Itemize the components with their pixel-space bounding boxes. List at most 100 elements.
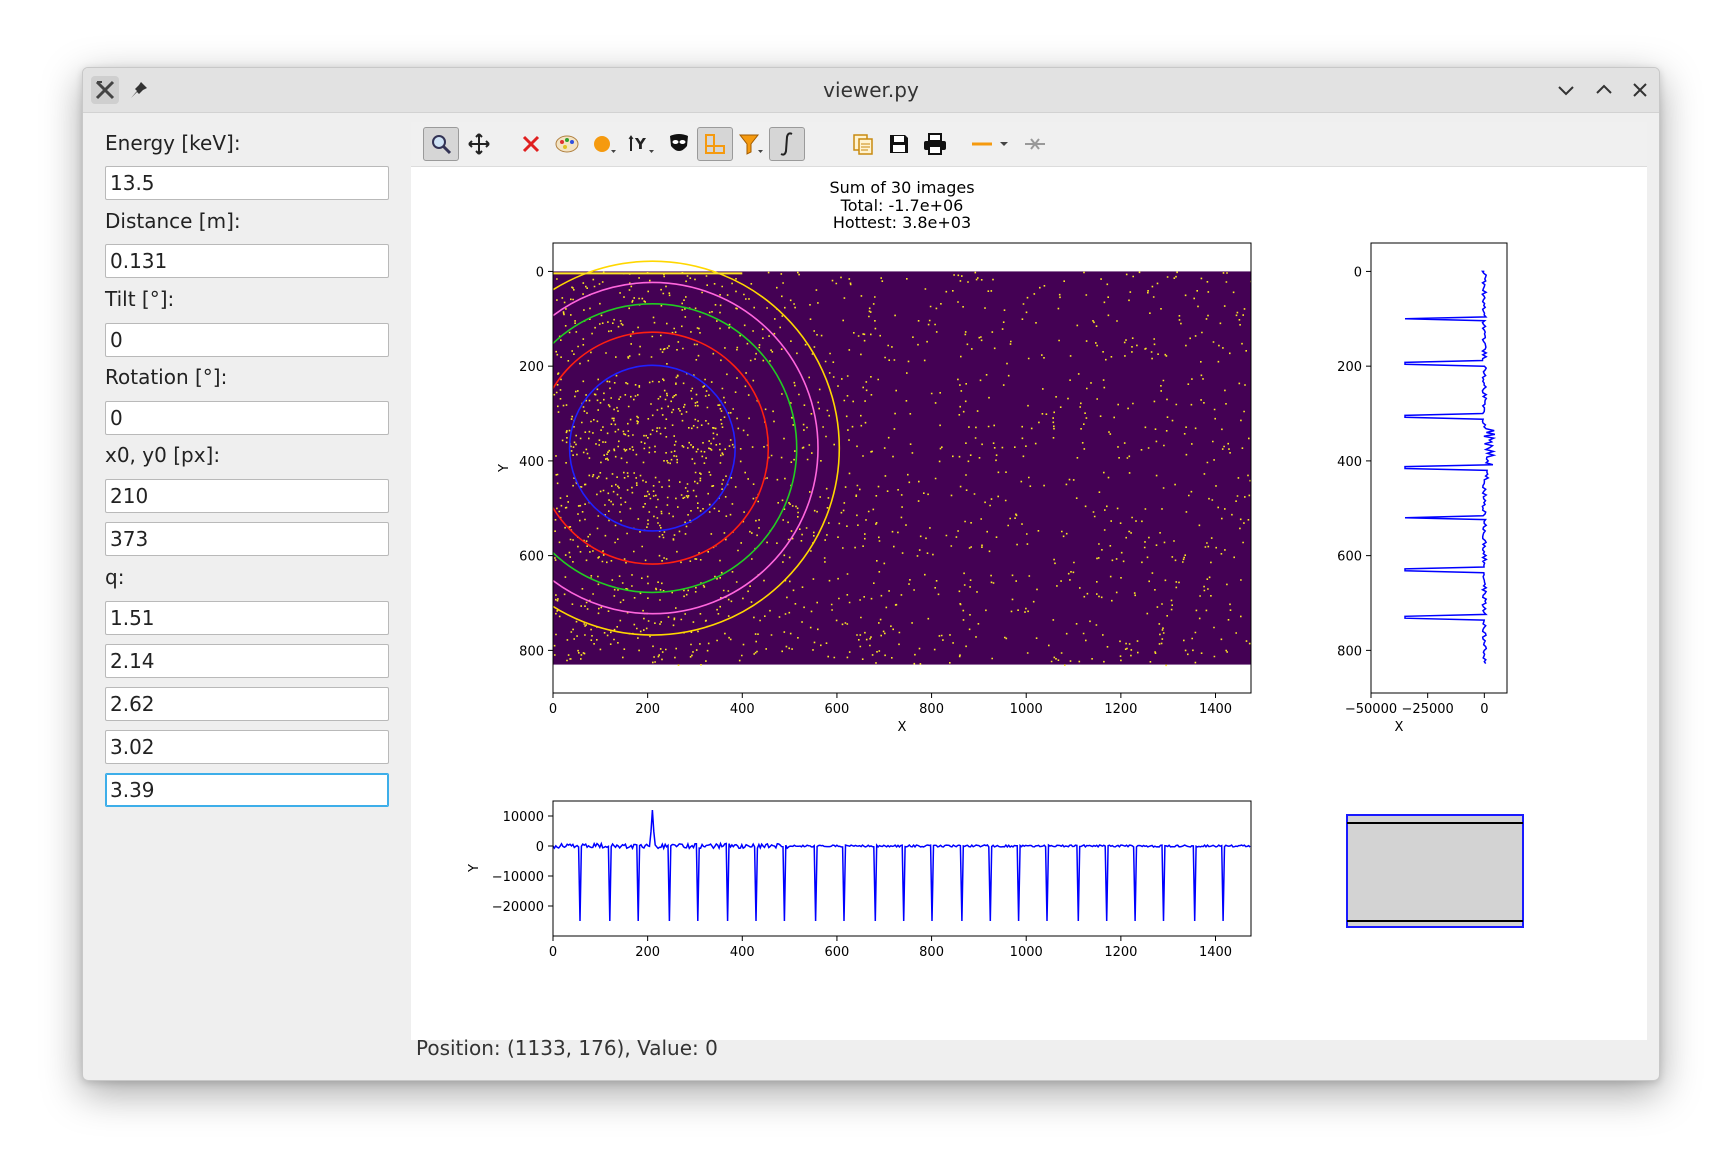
maximize-icon[interactable] bbox=[1589, 76, 1619, 104]
y0-field[interactable] bbox=[105, 522, 389, 556]
bottom-profile-plot[interactable]: 0 200 400 600 800 1000 1200 1400 10000 0 −10000 −20… bbox=[467, 800, 1252, 960]
app-icon[interactable] bbox=[91, 76, 119, 104]
rotation-field[interactable] bbox=[105, 401, 389, 435]
bottom-x-tick-label: 400 bbox=[730, 945, 755, 960]
distance-field[interactable] bbox=[105, 244, 389, 278]
tilt-field[interactable] bbox=[105, 323, 389, 357]
q-ring-1 bbox=[568, 364, 736, 532]
main-axes-frame bbox=[552, 242, 1252, 694]
plot-area: Y bbox=[411, 122, 1647, 1040]
q-ring-2 bbox=[553, 331, 770, 565]
rotation-label: Rotation [°]: bbox=[105, 365, 228, 389]
side-y-tick-label: 400 bbox=[1337, 455, 1362, 470]
y-axis-label: Y bbox=[497, 464, 512, 473]
q-label: q: bbox=[105, 565, 125, 589]
bottom-axes-frame bbox=[552, 800, 1252, 937]
x0-field[interactable] bbox=[105, 479, 389, 513]
parameters-panel: Energy [keV]: Distance [m]: Tilt [°]: Ro… bbox=[83, 113, 409, 1080]
side-y-tick-label: 0 bbox=[1354, 265, 1362, 280]
side-x-tick-label: 0 bbox=[1480, 702, 1488, 717]
x-tick-label: 600 bbox=[825, 702, 850, 717]
y-tick-label: 400 bbox=[519, 455, 544, 470]
marker-icon[interactable] bbox=[586, 127, 622, 161]
mask-icon[interactable] bbox=[661, 127, 697, 161]
print-icon[interactable] bbox=[917, 127, 953, 161]
integrate-icon[interactable] bbox=[769, 127, 805, 161]
overview-box bbox=[1346, 814, 1524, 928]
bottom-x-tick-label: 800 bbox=[919, 945, 944, 960]
close-icon[interactable] bbox=[1625, 76, 1655, 104]
side-y-tick-label: 800 bbox=[1337, 644, 1362, 659]
window-title: viewer.py bbox=[823, 78, 919, 102]
x-tick-label: 1200 bbox=[1104, 702, 1137, 717]
filter-icon[interactable] bbox=[733, 127, 769, 161]
zoom-icon[interactable] bbox=[423, 127, 459, 161]
side-y-tick-label: 600 bbox=[1337, 550, 1362, 565]
y-tick-label: 200 bbox=[519, 360, 544, 375]
side-profile-line bbox=[1404, 270, 1497, 665]
q-field-5[interactable] bbox=[105, 773, 389, 807]
q-ring-4 bbox=[553, 281, 819, 615]
bottom-y-tick-label: −20000 bbox=[492, 900, 544, 915]
chart-total: Total: -1.7e+06 bbox=[840, 196, 964, 215]
q-field-3[interactable] bbox=[105, 687, 389, 721]
side-x-tick-label: −50000 bbox=[1345, 702, 1397, 717]
bottom-y-tick-label: 10000 bbox=[503, 810, 544, 825]
bottom-y-axis-label: Y bbox=[467, 864, 482, 873]
main-heatmap-plot[interactable]: Sum of 30 images Total: -1.7e+06 Hottest… bbox=[465, 178, 1252, 735]
y-tick-label: 600 bbox=[519, 550, 544, 565]
q-field-1[interactable] bbox=[105, 601, 389, 635]
x-tick-label: 800 bbox=[919, 702, 944, 717]
bottom-x-tick-label: 1000 bbox=[1010, 945, 1043, 960]
q-ring-5 bbox=[553, 260, 841, 636]
x-tick-label: 200 bbox=[635, 702, 660, 717]
crosshair-icon[interactable] bbox=[1017, 127, 1053, 161]
chart-hottest: Hottest: 3.8e+03 bbox=[833, 213, 971, 232]
side-axes-frame bbox=[1370, 242, 1508, 694]
line-style-icon[interactable] bbox=[969, 127, 1013, 161]
app-window: viewer.py Energy [keV]: Distance [m]: Ti… bbox=[82, 67, 1660, 1081]
tilt-label: Tilt [°]: bbox=[105, 287, 175, 311]
x-axis-label: X bbox=[898, 720, 907, 735]
bottom-x-tick-label: 600 bbox=[825, 945, 850, 960]
bottom-x-tick-label: 1200 bbox=[1104, 945, 1137, 960]
side-x-axis-label: X bbox=[1395, 720, 1404, 735]
energy-field[interactable] bbox=[105, 166, 389, 200]
save-icon[interactable] bbox=[881, 127, 917, 161]
bottom-y-tick-label: −10000 bbox=[492, 870, 544, 885]
x-tick-label: 1000 bbox=[1010, 702, 1043, 717]
distance-label: Distance [m]: bbox=[105, 209, 241, 233]
detector-image bbox=[553, 271, 1251, 665]
y-axis-icon[interactable]: Y bbox=[623, 127, 659, 161]
copy-icon[interactable] bbox=[845, 127, 881, 161]
chart-title: Sum of 30 images bbox=[829, 178, 974, 197]
x-tick-label: 1400 bbox=[1199, 702, 1232, 717]
overview-edges bbox=[1347, 822, 1523, 922]
center-label: x0, y0 [px]: bbox=[105, 443, 221, 467]
bottom-x-tick-label: 200 bbox=[635, 945, 660, 960]
x-tick-label: 400 bbox=[730, 702, 755, 717]
q-field-2[interactable] bbox=[105, 644, 389, 678]
bottom-y-tick-label: 0 bbox=[536, 840, 544, 855]
title-bar: viewer.py bbox=[83, 68, 1659, 113]
overview-thumbnail[interactable] bbox=[1346, 814, 1524, 928]
pin-icon[interactable] bbox=[125, 76, 153, 104]
y-tick-label: 800 bbox=[519, 644, 544, 659]
colormap-icon[interactable] bbox=[549, 127, 585, 161]
bottom-x-tick-label: 0 bbox=[549, 945, 557, 960]
status-bar: Position: (1133, 176), Value: 0 bbox=[416, 1036, 718, 1060]
y-tick-label: 0 bbox=[536, 265, 544, 280]
q-field-4[interactable] bbox=[105, 730, 389, 764]
figure-canvas[interactable]: Sum of 30 images Total: -1.7e+06 Hottest… bbox=[411, 166, 1647, 1040]
pan-icon[interactable] bbox=[461, 127, 497, 161]
side-y-tick-label: 200 bbox=[1337, 360, 1362, 375]
aspect-icon[interactable] bbox=[697, 127, 733, 161]
side-profile-plot[interactable]: −50000 −25000 0 0 200 400 600 800 X bbox=[1337, 242, 1508, 735]
minimize-icon[interactable] bbox=[1551, 76, 1581, 104]
reset-icon[interactable] bbox=[513, 127, 549, 161]
bottom-profile-line bbox=[553, 809, 1251, 922]
q-ring-3 bbox=[553, 303, 798, 594]
x-tick-label: 0 bbox=[549, 702, 557, 717]
energy-label: Energy [keV]: bbox=[105, 131, 241, 155]
plot-toolbar: Y bbox=[411, 122, 1647, 167]
